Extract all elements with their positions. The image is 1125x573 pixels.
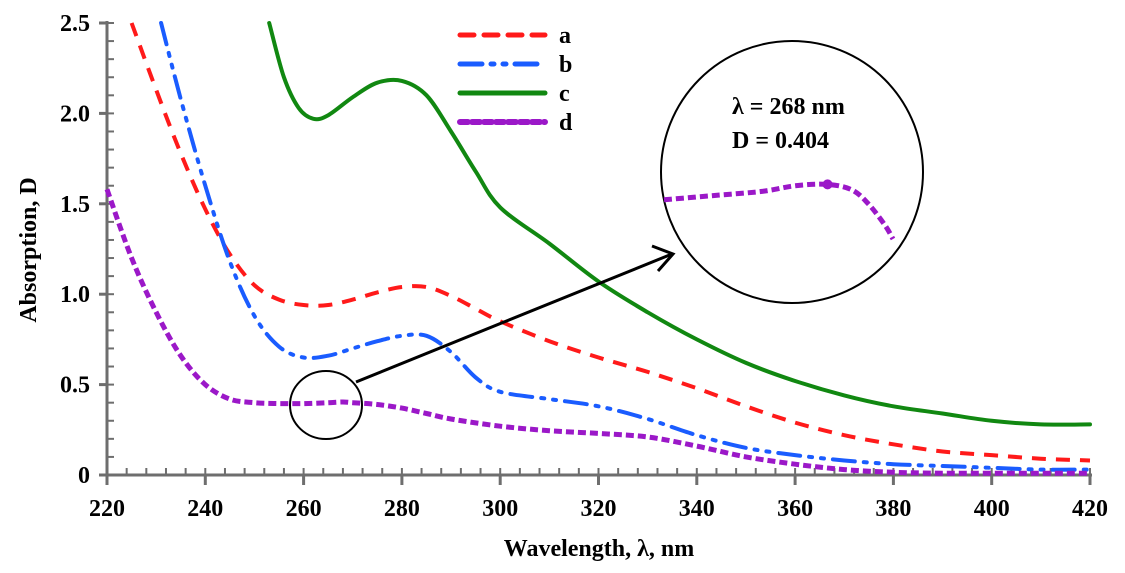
arrow-head [651, 244, 676, 272]
annotation-arrow [355, 252, 673, 384]
highlight-circle [289, 370, 363, 440]
y-tick-label: 0.5 [60, 373, 90, 399]
x-tick-label: 400 [974, 496, 1010, 522]
x-tick-label: 360 [777, 496, 813, 522]
legend-label-d: d [559, 110, 573, 136]
series-line-d [104, 188, 1090, 476]
x-tick-label: 340 [679, 496, 715, 522]
y-tick-labels: 0 0.5 1.0 1.5 2.0 2.5 [60, 11, 90, 489]
x-tick-label: 220 [89, 496, 125, 522]
series-layer [104, 21, 1092, 476]
y-axis-title: Absorption, D [16, 177, 42, 322]
y-tick-label: 2.5 [60, 11, 90, 37]
peak-marker [822, 179, 833, 190]
y-tick-label: 0 [78, 463, 90, 489]
legend-label-b: b [559, 52, 572, 78]
x-tick-label: 420 [1072, 496, 1108, 522]
series-line-a [129, 22, 1091, 463]
annotation-wavelength: λ = 268 nm [732, 94, 845, 120]
x-tick-labels: 220 240 260 280 300 320 340 360 380 400 420 [89, 496, 1108, 522]
y-tick-label: 1.5 [60, 192, 90, 218]
minor-ticks [106, 22, 1091, 476]
inset-curve [663, 179, 896, 241]
zoom-annotation: λ = 268 nm D = 0.404 [289, 40, 924, 440]
x-tick-label: 300 [482, 496, 518, 522]
x-tick-label: 260 [286, 496, 322, 522]
annotation-absorption: D = 0.404 [732, 128, 829, 154]
x-tick-label: 280 [384, 496, 420, 522]
y-tick-label: 2.0 [60, 101, 90, 127]
x-tick-label: 320 [581, 496, 617, 522]
major-ticks [99, 21, 1092, 485]
inset-circle [660, 40, 924, 304]
series-line-b [159, 21, 1092, 472]
y-tick-label: 1.0 [60, 282, 90, 308]
x-axis-title: Wavelength, λ, nm [504, 536, 694, 562]
x-tick-label: 380 [875, 496, 911, 522]
legend-label-c: c [559, 81, 570, 107]
series-line-c [267, 21, 1092, 427]
inset-series-d [663, 181, 896, 241]
legend-label-a: a [559, 23, 571, 49]
x-tick-label: 240 [187, 496, 223, 522]
